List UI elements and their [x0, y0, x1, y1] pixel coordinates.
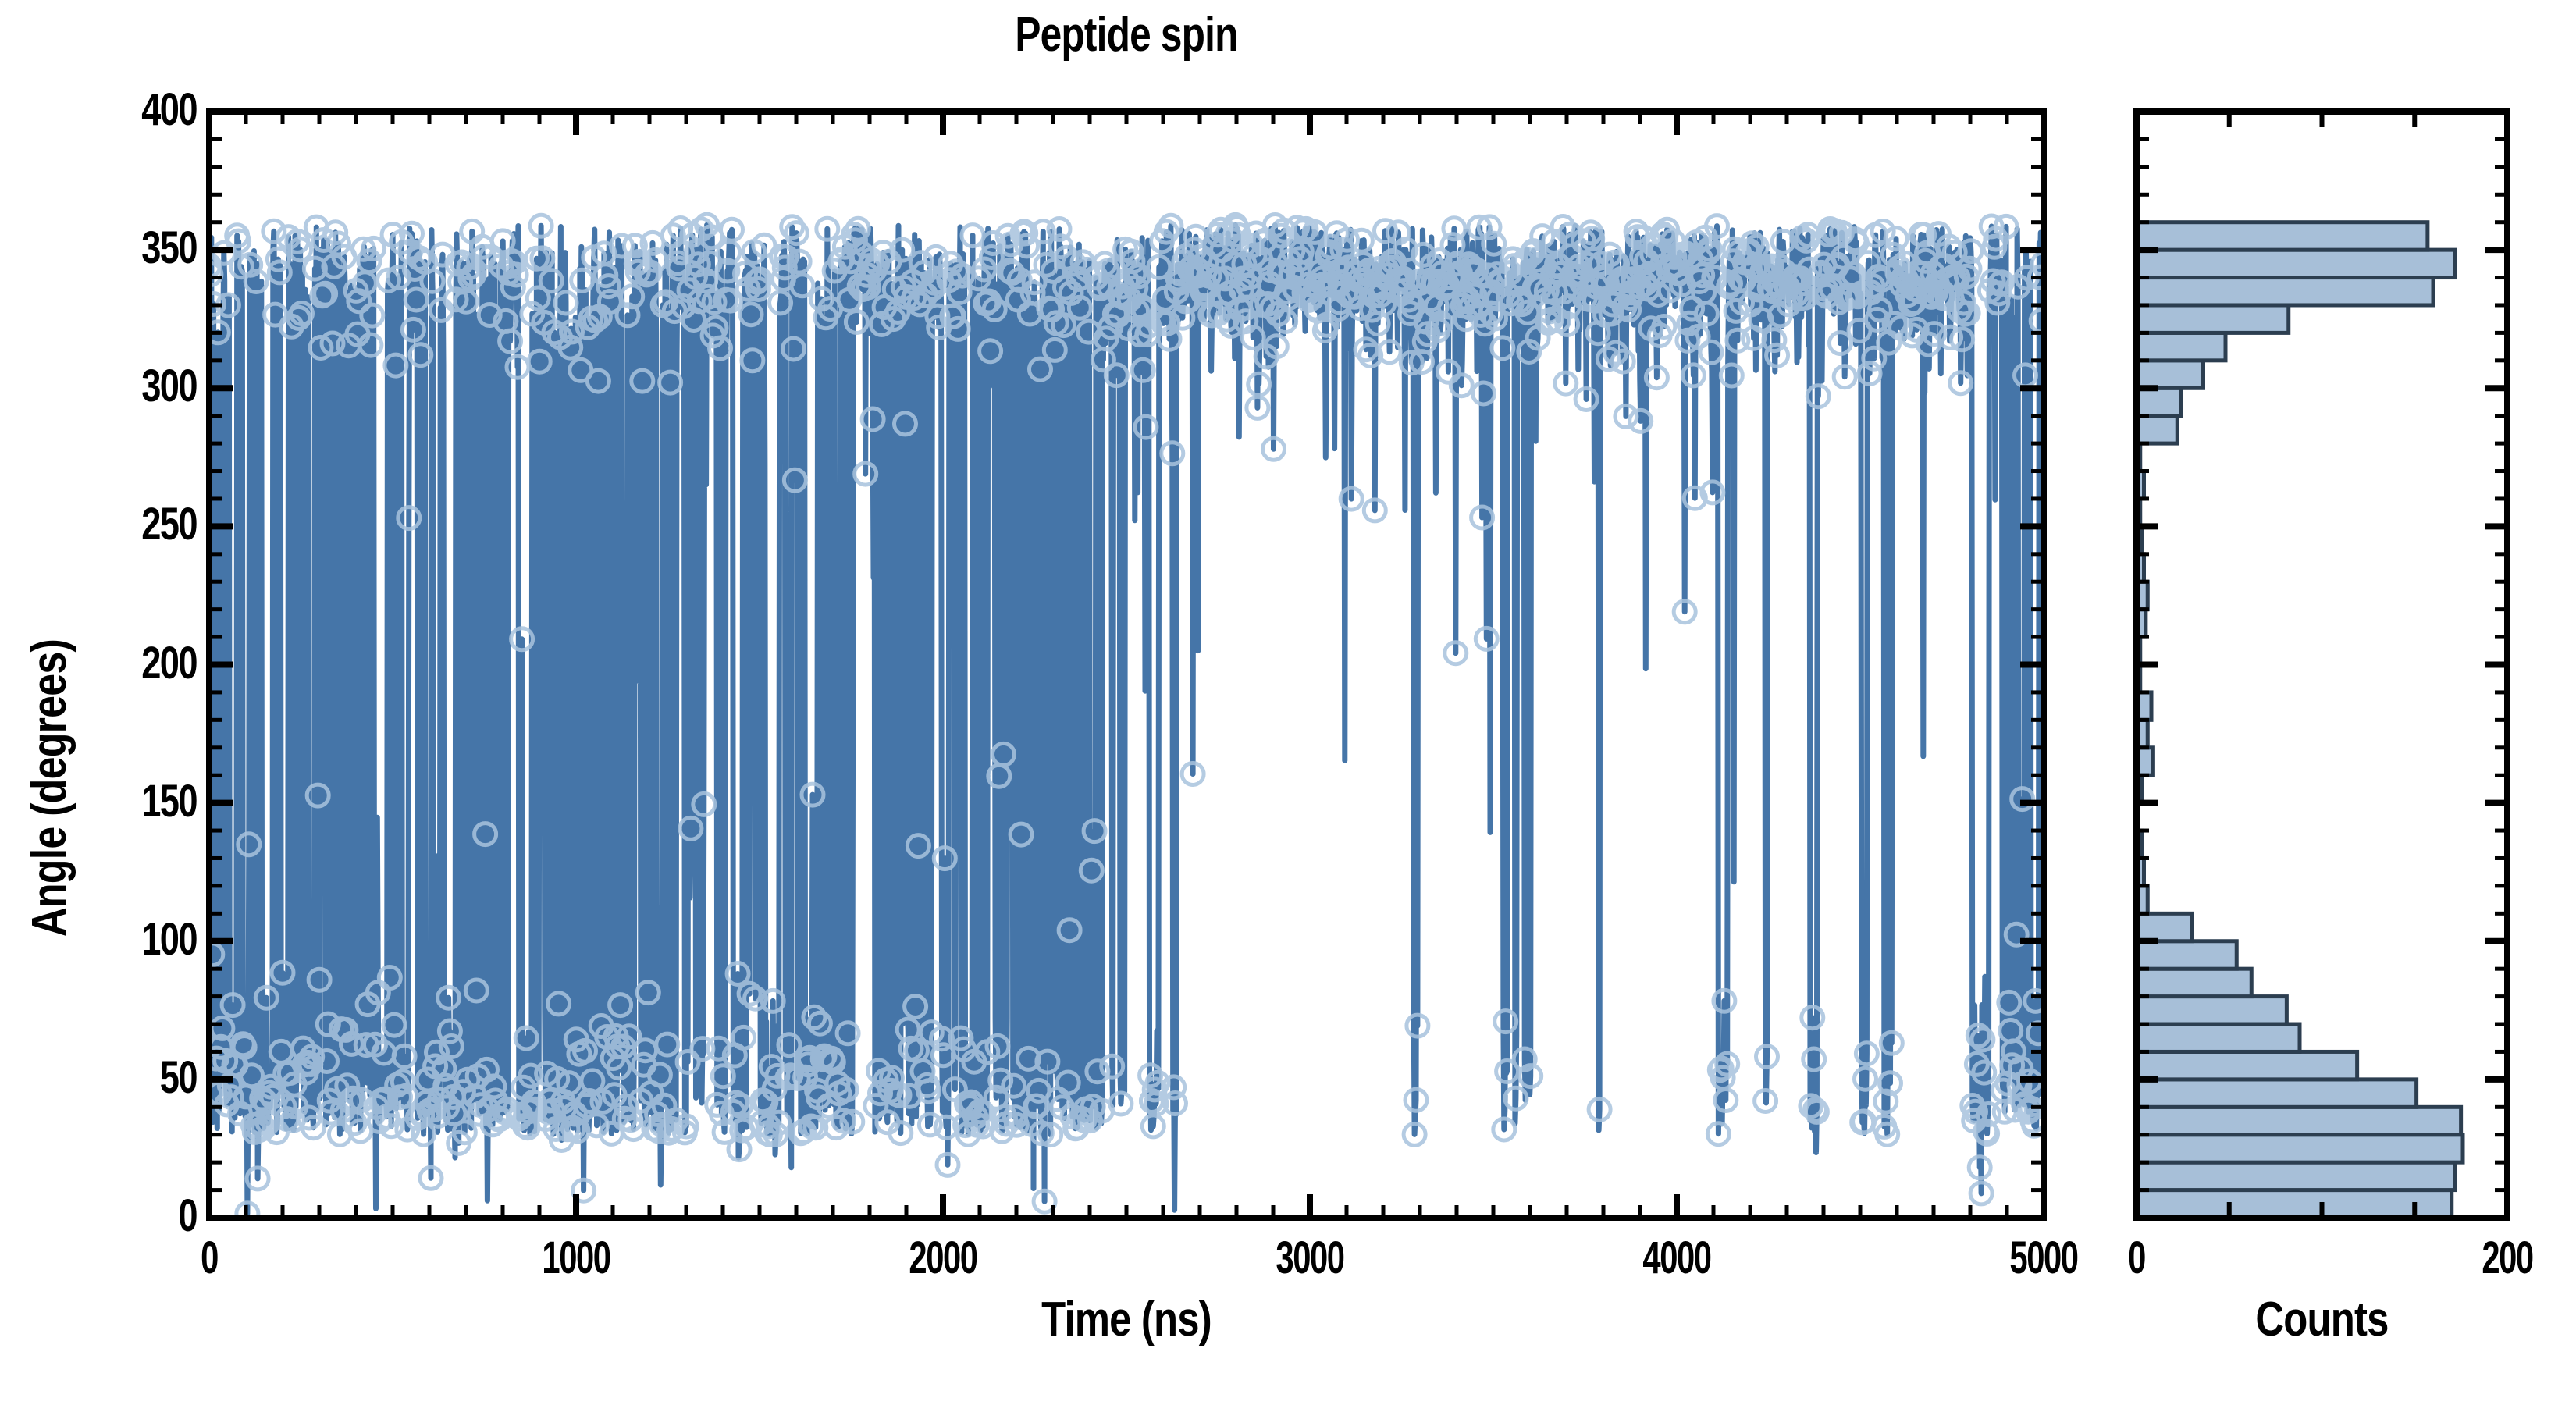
y-tick-label-100: 100: [141, 913, 197, 965]
x-tick-label-5000: 5000: [2009, 1232, 2079, 1283]
x-axis-title-main: Time (ns): [1041, 1293, 1212, 1346]
x-tick-label-2000: 2000: [909, 1232, 978, 1283]
y-tick-label-200: 200: [141, 637, 197, 688]
y-tick-label-0: 0: [178, 1190, 197, 1241]
y-tick-label-350: 350: [141, 222, 197, 274]
y-tick-label-250: 250: [141, 499, 197, 550]
x-tick-label-0: 0: [201, 1232, 219, 1283]
x-tick-label-3000: 3000: [1276, 1232, 1345, 1283]
y-tick-label-50: 50: [159, 1051, 198, 1103]
y-tick-label-300: 300: [141, 361, 197, 412]
y-tick-label-150: 150: [141, 775, 197, 827]
x-axis-title-histogram: Counts: [2255, 1293, 2389, 1346]
x-tick-label-1000: 1000: [542, 1232, 611, 1283]
hist-x-tick-label-200: 200: [2482, 1232, 2534, 1283]
page-title: Peptide spin: [1015, 8, 1238, 62]
hist-x-tick-label-0: 0: [2128, 1232, 2146, 1283]
y-tick-label-400: 400: [141, 84, 197, 135]
x-tick-label-4000: 4000: [1642, 1232, 1712, 1283]
